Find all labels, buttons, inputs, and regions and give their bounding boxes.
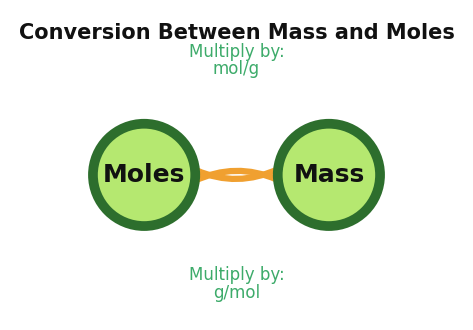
Text: Multiply by:: Multiply by: — [189, 266, 284, 284]
Circle shape — [278, 124, 380, 226]
FancyArrowPatch shape — [152, 171, 317, 210]
Text: Conversion Between Mass and Moles: Conversion Between Mass and Moles — [18, 23, 455, 43]
Text: mol/g: mol/g — [213, 59, 260, 78]
Text: Mass: Mass — [293, 163, 365, 187]
FancyArrowPatch shape — [156, 140, 321, 179]
Text: g/mol: g/mol — [213, 284, 260, 302]
Circle shape — [93, 124, 195, 226]
Text: Moles: Moles — [103, 163, 185, 187]
Text: Multiply by:: Multiply by: — [189, 43, 284, 61]
